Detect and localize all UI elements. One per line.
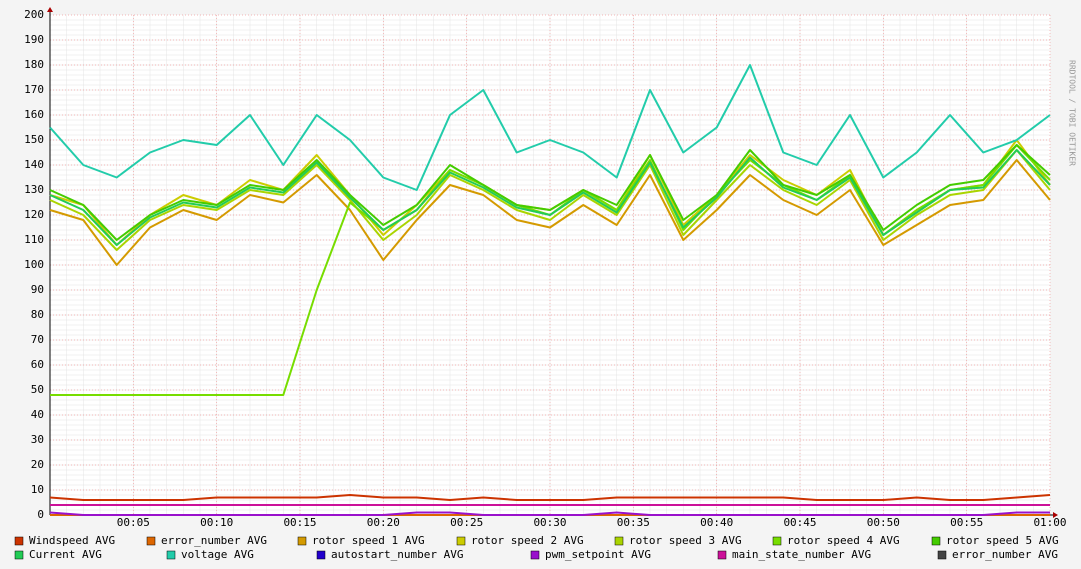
legend-label: pwm_setpoint AVG bbox=[545, 548, 651, 561]
axis-arrow bbox=[1053, 512, 1058, 518]
x-tick-label: 00:15 bbox=[283, 516, 316, 529]
legend-label: rotor speed 3 AVG bbox=[629, 534, 742, 547]
legend-label: rotor speed 5 AVG bbox=[946, 534, 1059, 547]
y-tick-label: 180 bbox=[24, 58, 44, 71]
y-tick-label: 200 bbox=[24, 8, 44, 21]
y-tick-label: 100 bbox=[24, 258, 44, 271]
x-tick-label: 01:00 bbox=[1033, 516, 1066, 529]
y-tick-label: 30 bbox=[31, 433, 44, 446]
legend-swatch bbox=[146, 536, 156, 546]
legend-label: rotor speed 2 AVG bbox=[471, 534, 584, 547]
legend-label: autostart_number AVG bbox=[331, 548, 463, 561]
series-line bbox=[49, 149, 1051, 251]
legend-swatch bbox=[931, 536, 941, 546]
x-tick-label: 00:05 bbox=[117, 516, 150, 529]
legend-label: Windspeed AVG bbox=[29, 534, 115, 547]
series-line bbox=[49, 159, 1051, 266]
watermark: RRDTOOL / TOBI OETIKER bbox=[1068, 60, 1077, 166]
series-line bbox=[49, 64, 1051, 191]
y-tick-label: 90 bbox=[31, 283, 44, 296]
legend-swatch bbox=[14, 550, 24, 560]
legend-swatch bbox=[530, 550, 540, 560]
y-tick-label: 50 bbox=[31, 383, 44, 396]
y-tick-label: 40 bbox=[31, 408, 44, 421]
y-tick-label: 170 bbox=[24, 83, 44, 96]
legend-swatch bbox=[14, 536, 24, 546]
x-tick-label: 00:30 bbox=[533, 516, 566, 529]
y-tick-label: 10 bbox=[31, 483, 44, 496]
legend-label: voltage AVG bbox=[181, 548, 254, 561]
series-line bbox=[49, 144, 1051, 241]
legend-swatch bbox=[614, 536, 624, 546]
legend-swatch bbox=[772, 536, 782, 546]
x-tick-label: 00:55 bbox=[950, 516, 983, 529]
x-tick-label: 00:35 bbox=[617, 516, 650, 529]
series-line bbox=[49, 494, 1051, 501]
x-tick-label: 00:25 bbox=[450, 516, 483, 529]
legend-label: Current AVG bbox=[29, 548, 102, 561]
legend-label: error_number AVG bbox=[161, 534, 267, 547]
legend-swatch bbox=[937, 550, 947, 560]
legend-swatch bbox=[297, 536, 307, 546]
y-tick-label: 130 bbox=[24, 183, 44, 196]
y-tick-label: 20 bbox=[31, 458, 44, 471]
x-tick-label: 00:10 bbox=[200, 516, 233, 529]
axis-arrow bbox=[47, 7, 53, 12]
x-tick-label: 00:50 bbox=[867, 516, 900, 529]
y-tick-label: 150 bbox=[24, 133, 44, 146]
y-tick-label: 120 bbox=[24, 208, 44, 221]
y-tick-label: 110 bbox=[24, 233, 44, 246]
legend-label: rotor speed 4 AVG bbox=[787, 534, 900, 547]
y-tick-label: 0 bbox=[37, 508, 44, 521]
series-line bbox=[49, 149, 1051, 246]
x-tick-label: 00:40 bbox=[700, 516, 733, 529]
legend-label: error_number AVG bbox=[952, 548, 1058, 561]
y-tick-label: 140 bbox=[24, 158, 44, 171]
y-tick-label: 160 bbox=[24, 108, 44, 121]
y-tick-label: 60 bbox=[31, 358, 44, 371]
legend-label: rotor speed 1 AVG bbox=[312, 534, 425, 547]
y-tick-label: 80 bbox=[31, 308, 44, 321]
y-tick-label: 70 bbox=[31, 333, 44, 346]
legend-swatch bbox=[166, 550, 176, 560]
legend-swatch bbox=[456, 536, 466, 546]
x-tick-label: 00:20 bbox=[367, 516, 400, 529]
legend-swatch bbox=[316, 550, 326, 560]
y-tick-label: 190 bbox=[24, 33, 44, 46]
legend-swatch bbox=[717, 550, 727, 560]
legend-label: main_state_number AVG bbox=[732, 548, 871, 561]
series-line bbox=[49, 511, 1050, 516]
x-tick-label: 00:45 bbox=[783, 516, 816, 529]
